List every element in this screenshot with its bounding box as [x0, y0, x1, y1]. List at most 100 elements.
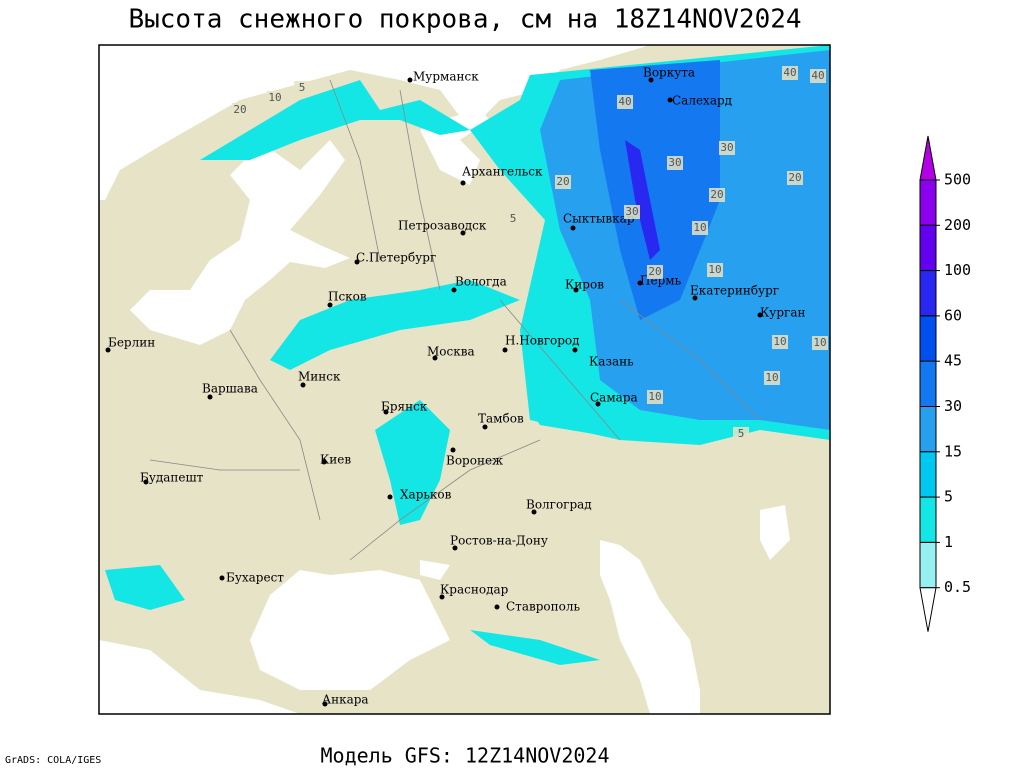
- city-label: Варшава: [202, 382, 258, 396]
- colorbar-box: [919, 270, 937, 317]
- contour-label-box: [624, 205, 640, 219]
- city-dot: [407, 77, 413, 83]
- colorbar-box: [919, 224, 937, 272]
- cities: Мурманск Архангельск Воркута Салехард Петроз…: [105, 66, 805, 707]
- city-label: Бухарест: [226, 571, 284, 585]
- contour-label: 10: [765, 371, 778, 384]
- contour-label: 5: [510, 212, 517, 225]
- city-dot: [432, 355, 438, 361]
- contour-label-box: [692, 221, 708, 235]
- contour-label: 40: [783, 66, 796, 79]
- city-label: Краснодар: [440, 583, 509, 597]
- contour-label: 10: [693, 221, 706, 234]
- contour-label-box: [555, 175, 571, 189]
- city-label: Петрозаводск: [398, 219, 487, 233]
- city-dot: [572, 347, 578, 353]
- contour-label-box: [764, 371, 780, 385]
- colorbar-box: [919, 496, 937, 543]
- city-label: Казань: [589, 355, 634, 369]
- map-frame: [98, 44, 831, 715]
- contour-label: 30: [720, 141, 733, 154]
- city-label: С.Петербург: [356, 251, 436, 265]
- colorbar-label: 45: [944, 352, 962, 370]
- contour-label-box: [667, 156, 683, 170]
- city-dot: [460, 230, 466, 236]
- colorbar-label: 0.5: [944, 578, 971, 596]
- city-label: Будапешт: [140, 471, 204, 485]
- city-label: Мурманск: [413, 70, 479, 84]
- footer: Модель GFS: 12Z14NOV2024: [321, 744, 610, 768]
- contour-label-box: [787, 171, 803, 185]
- colorbar: 500 200 100 60 45 30 15 5 1 0.5: [919, 135, 971, 632]
- colorbar-tip: [919, 587, 937, 632]
- contour-label: 40: [618, 95, 631, 108]
- contour-label-box: [709, 188, 725, 202]
- city-label: Анкара: [322, 693, 369, 707]
- contour-label: 10: [773, 335, 786, 348]
- city-dot: [321, 459, 327, 465]
- contour-label-box: [733, 427, 749, 441]
- contour-label: 5: [299, 81, 306, 94]
- contour-label: 10: [708, 263, 721, 276]
- map: [99, 45, 830, 714]
- title: Высота снежного покрова, см на 18Z14NOV2…: [128, 5, 801, 35]
- contour-label: 20: [648, 265, 661, 278]
- contour-label-box: [294, 81, 310, 95]
- city-dot: [452, 545, 458, 551]
- contour-label-box: [617, 95, 633, 109]
- city-dot: [502, 347, 508, 353]
- contour-label-box: [707, 263, 723, 277]
- city-label: Сыктывкар: [563, 212, 635, 226]
- city-label: Екатеринбург: [690, 284, 779, 298]
- colorbar-tip: [919, 135, 937, 181]
- colorbar-box: [919, 541, 937, 589]
- city-label: Киров: [565, 278, 604, 292]
- city-dot: [383, 409, 389, 415]
- city-label: Москва: [427, 345, 475, 359]
- city-dot: [387, 494, 393, 500]
- city-label: Воронеж: [446, 454, 503, 468]
- colorbar-label: 200: [944, 216, 971, 234]
- contour-label: 10: [813, 336, 826, 349]
- city-label: Берлин: [108, 336, 155, 350]
- contour-label-box: [812, 336, 828, 350]
- contour-label-box: [647, 390, 663, 404]
- colorbar-label: 5: [944, 488, 953, 506]
- city-label: Самара: [590, 391, 638, 405]
- contour-label: 20: [233, 103, 246, 116]
- city-dot: [637, 280, 643, 286]
- city-dot: [531, 509, 537, 515]
- city-label: Киев: [320, 453, 351, 467]
- city-label: Курган: [760, 306, 805, 320]
- colorbar-label: 1: [944, 533, 953, 551]
- contour-label-box: [505, 212, 521, 226]
- colorbar-box: [919, 179, 937, 226]
- colorbar-label: 30: [944, 397, 962, 415]
- contour-label-box: [267, 91, 283, 105]
- city-dot: [494, 604, 500, 610]
- contour-label-box: [719, 141, 735, 155]
- city-label: Н.Новгород: [505, 334, 580, 348]
- city-dot: [648, 77, 654, 83]
- colorbar-label: 60: [944, 306, 962, 324]
- contour-labels: 10 20 5 40 40 40 30 30 20 20 20 30 10 10 10 10 10 20 10 5 5: [232, 66, 828, 441]
- contour-label: 20: [788, 171, 801, 184]
- contour-label-box: [772, 335, 788, 349]
- contour-label: 20: [710, 188, 723, 201]
- colorbar-label: 500: [944, 171, 971, 189]
- contour-label: 40: [811, 69, 824, 82]
- city-label: Харьков: [400, 488, 452, 502]
- city-label: Тамбов: [478, 412, 524, 426]
- city-label: Псков: [328, 290, 367, 304]
- city-label: Волгоград: [526, 498, 592, 512]
- city-label: Минск: [298, 370, 341, 384]
- city-dot: [667, 97, 673, 103]
- city-dot: [105, 347, 111, 353]
- city-label: Вологда: [455, 275, 507, 289]
- city-label: Воркута: [643, 66, 695, 80]
- colorbar-label: 100: [944, 261, 971, 279]
- city-dot: [439, 594, 445, 600]
- city-dot: [451, 287, 457, 293]
- contour-label: 20: [556, 175, 569, 188]
- contour-label: 30: [625, 205, 638, 218]
